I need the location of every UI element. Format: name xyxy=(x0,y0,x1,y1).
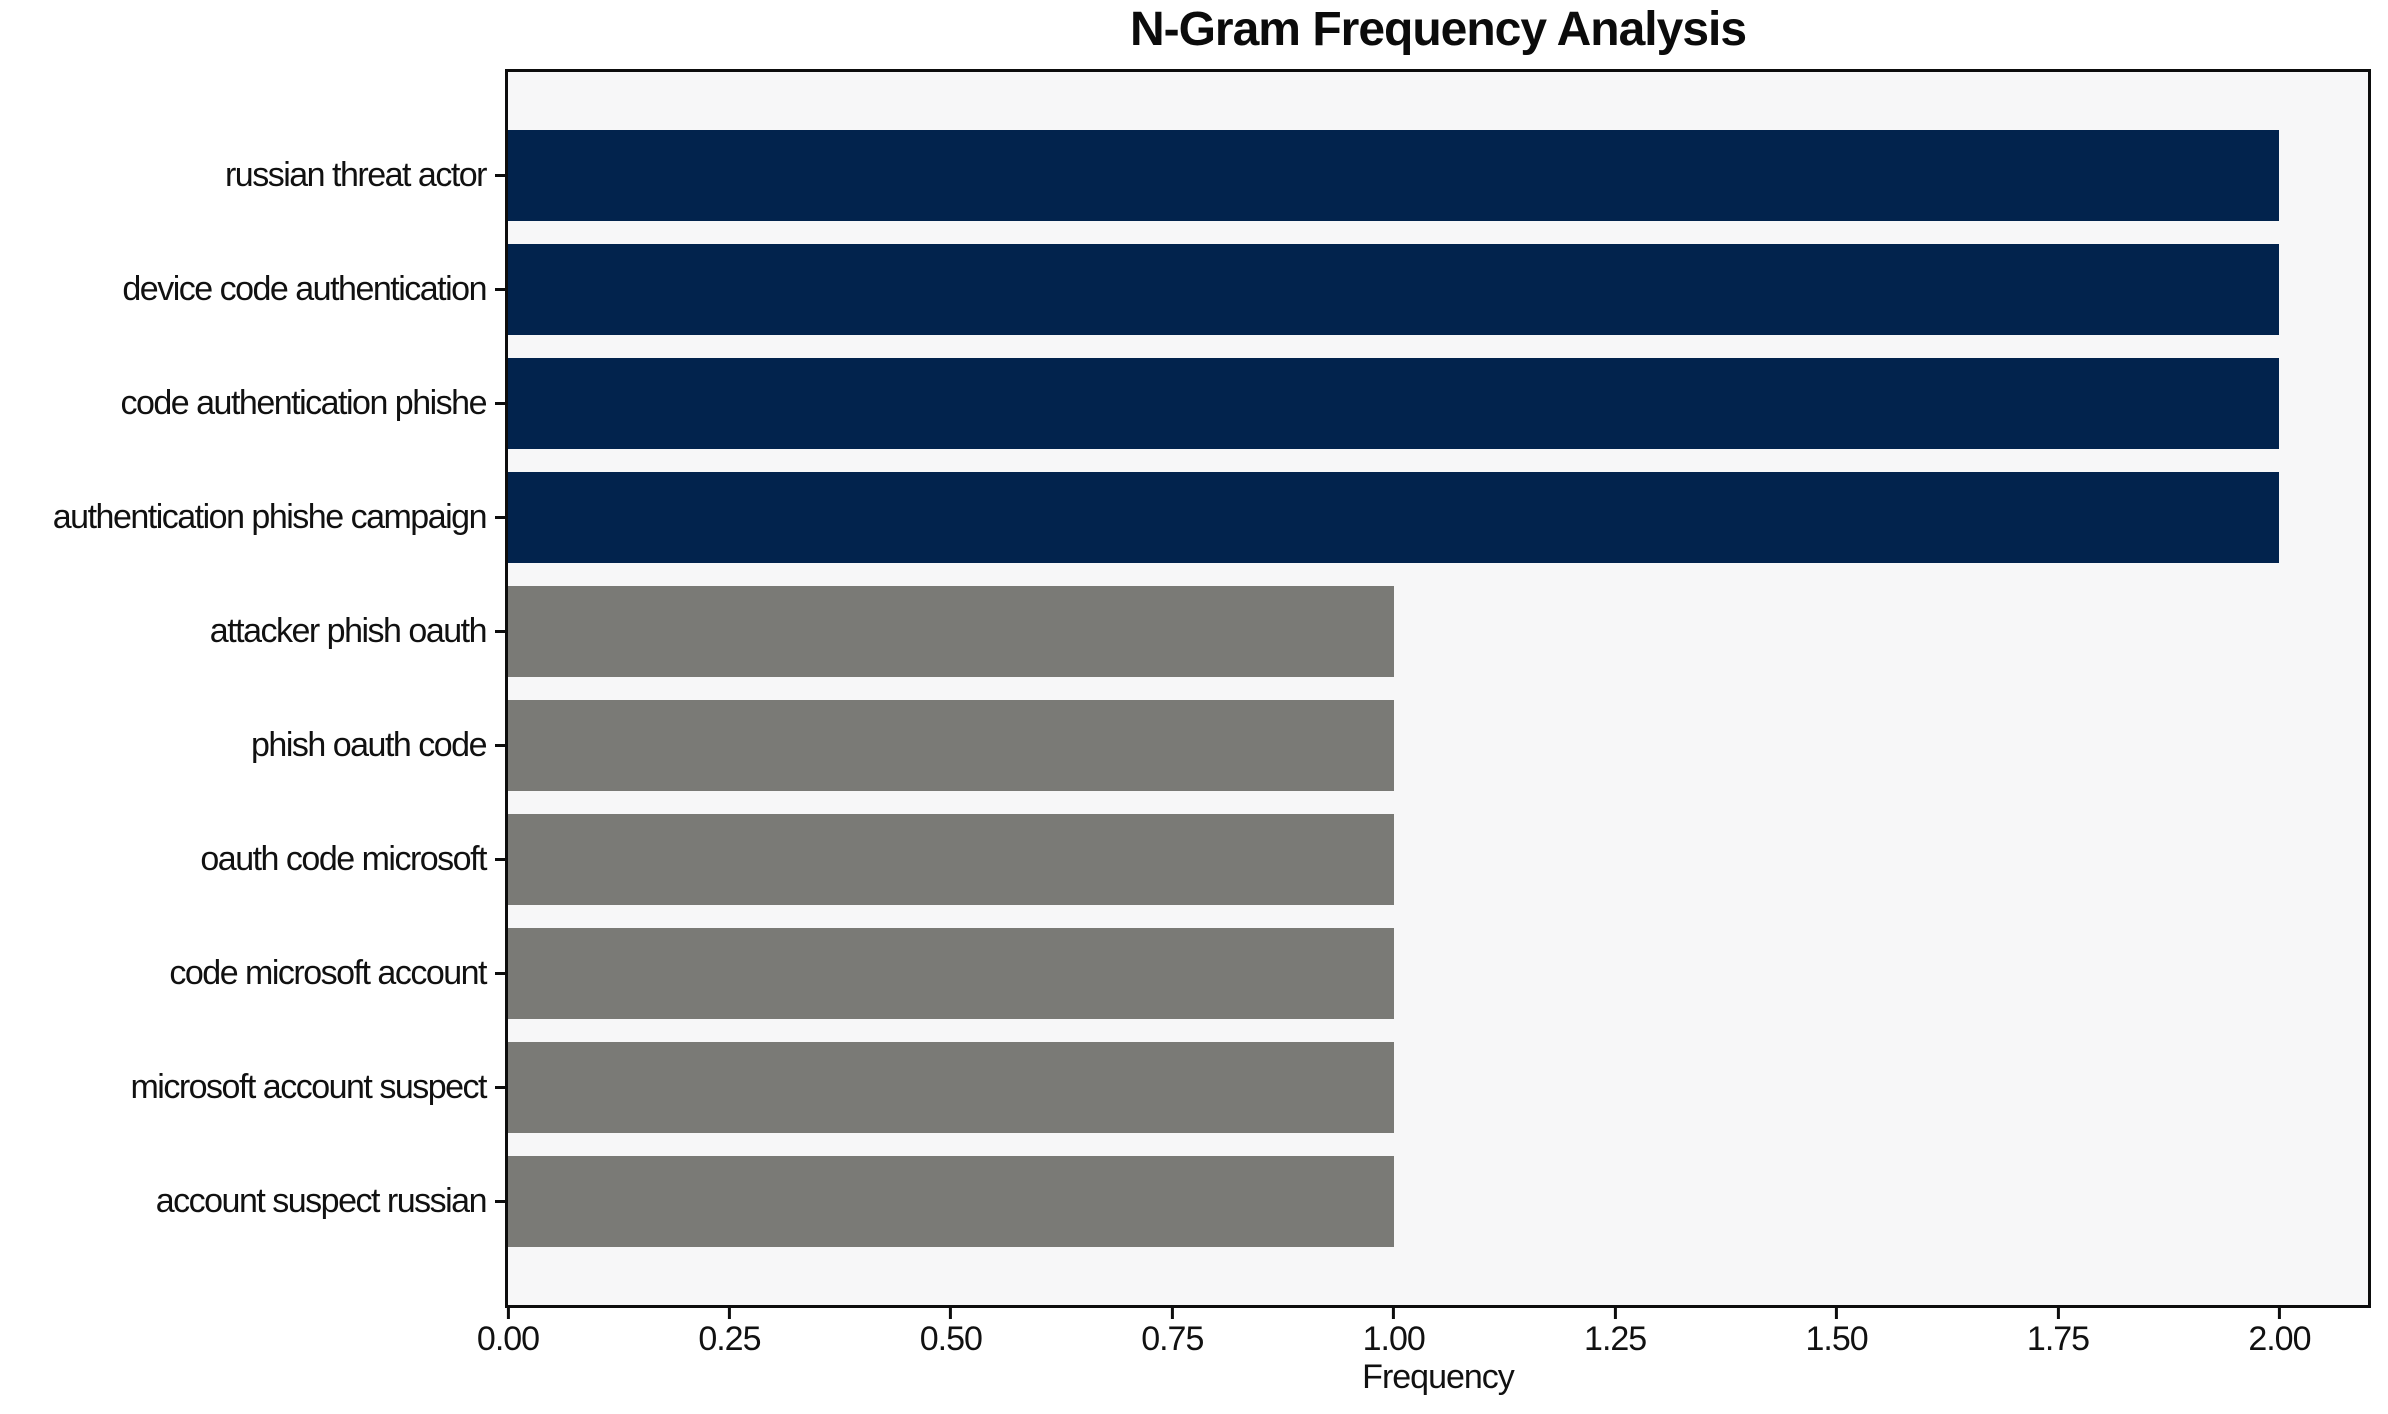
bar xyxy=(508,928,1394,1020)
y-tick-label: code authentication phishe xyxy=(120,383,487,422)
y-tick-row: account suspect russian xyxy=(0,1145,505,1259)
x-tick-label: 1.25 xyxy=(1584,1320,1647,1358)
x-tick-label: 1.00 xyxy=(1362,1320,1426,1358)
y-tick-label: microsoft account suspect xyxy=(130,1068,487,1107)
y-tick-label: attacker phish oauth xyxy=(209,611,488,650)
bar-row xyxy=(508,917,2368,1031)
bar-row xyxy=(508,232,2368,346)
bar-row xyxy=(508,1145,2368,1259)
x-tick: 0.25 xyxy=(698,1308,762,1358)
y-tick-mark xyxy=(495,629,505,633)
bar-row xyxy=(508,688,2368,802)
x-tick-label: 0.75 xyxy=(1141,1320,1204,1358)
x-tick-label: 1.50 xyxy=(1805,1320,1868,1358)
y-tick-mark xyxy=(495,287,505,291)
x-tick-mark xyxy=(727,1308,731,1319)
x-tick-label: 0.50 xyxy=(919,1320,983,1358)
y-tick-mark xyxy=(495,401,505,405)
x-tick-mark xyxy=(506,1308,510,1319)
x-tick: 1.25 xyxy=(1584,1308,1647,1358)
x-tick: 1.00 xyxy=(1362,1308,1426,1358)
y-tick-label: oauth code microsoft xyxy=(200,840,487,879)
y-tick-row: russian threat actor xyxy=(0,118,505,232)
bar-row xyxy=(508,118,2368,232)
y-tick-mark xyxy=(495,1086,505,1090)
y-tick-mark xyxy=(495,1200,505,1204)
x-tick-mark xyxy=(1613,1308,1617,1319)
bar xyxy=(508,1156,1394,1248)
y-tick-row: oauth code microsoft xyxy=(0,803,505,917)
x-tick: 1.75 xyxy=(2026,1308,2090,1358)
x-tick-mark xyxy=(1170,1308,1174,1319)
y-tick-row: code microsoft account xyxy=(0,917,505,1031)
x-axis-label: Frequency xyxy=(1362,1358,1515,1396)
x-tick: 2.00 xyxy=(2248,1308,2312,1358)
y-tick-row: device code authentication xyxy=(0,232,505,346)
bar xyxy=(508,129,2280,221)
x-tick: 1.50 xyxy=(1805,1308,1869,1358)
y-tick-label: account suspect russian xyxy=(155,1182,488,1221)
bar xyxy=(508,357,2280,449)
y-tick-row: attacker phish oauth xyxy=(0,574,505,688)
bar-row xyxy=(508,1031,2368,1145)
x-tick: 0.75 xyxy=(1141,1308,1204,1358)
x-tick-mark xyxy=(2277,1308,2281,1319)
bar-row xyxy=(508,574,2368,688)
x-tick-label: 2.00 xyxy=(2248,1320,2311,1358)
x-tick-mark xyxy=(2056,1308,2060,1319)
chart-title: N-Gram Frequency Analysis xyxy=(1129,3,1747,56)
y-tick-label: authentication phishe campaign xyxy=(52,497,488,536)
bar-row xyxy=(508,460,2368,574)
y-tick-label: phish oauth code xyxy=(251,726,487,765)
bars-container xyxy=(508,72,2368,1305)
bar xyxy=(508,814,1394,906)
bar-row xyxy=(508,803,2368,917)
x-tick: 0.00 xyxy=(476,1308,540,1358)
bar xyxy=(508,700,1394,792)
x-tick-label: 1.75 xyxy=(2026,1320,2090,1358)
y-tick-label: device code authentication xyxy=(122,269,487,308)
bar xyxy=(508,1042,1394,1134)
y-tick-row: microsoft account suspect xyxy=(0,1031,505,1145)
x-tick: 0.50 xyxy=(919,1308,983,1358)
y-tick-row: code authentication phishe xyxy=(0,346,505,460)
y-tick-label: russian threat actor xyxy=(224,155,488,194)
bar xyxy=(508,243,2280,335)
x-tick-label: 0.00 xyxy=(476,1320,540,1358)
x-tick-mark xyxy=(949,1308,953,1319)
x-tick-label: 0.25 xyxy=(698,1320,761,1358)
x-axis-ticks: 0.00 0.25 0.50 0.75 1.00 1.25 1.50 1.75 2.00 xyxy=(477,1308,2368,1368)
bar xyxy=(508,471,2280,563)
y-axis-labels: russian threat actor device code authenti… xyxy=(0,72,505,1305)
bar xyxy=(508,585,1394,677)
y-tick-mark xyxy=(495,744,505,748)
y-tick-mark xyxy=(495,858,505,862)
y-tick-row: phish oauth code xyxy=(0,688,505,802)
y-tick-row: authentication phishe campaign xyxy=(0,460,505,574)
x-tick-mark xyxy=(1392,1308,1396,1319)
y-tick-mark xyxy=(495,972,505,976)
bar-row xyxy=(508,346,2368,460)
x-tick-mark xyxy=(1835,1308,1839,1319)
y-tick-mark xyxy=(495,173,505,177)
y-tick-label: code microsoft account xyxy=(169,954,487,993)
y-tick-mark xyxy=(495,515,505,519)
plot-area xyxy=(505,69,2371,1308)
